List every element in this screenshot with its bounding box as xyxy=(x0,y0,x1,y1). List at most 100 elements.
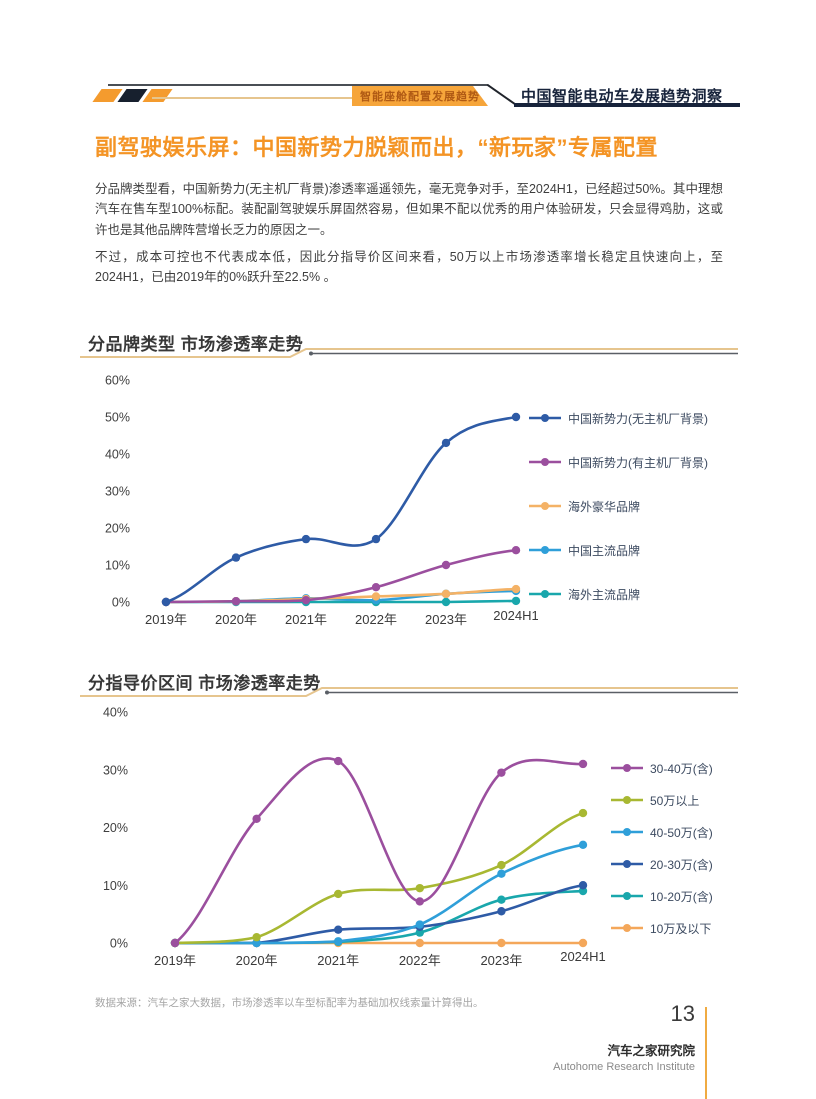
data-point xyxy=(497,938,506,948)
x-axis-tick-label: 2019年 xyxy=(145,612,187,627)
document-title: 中国智能电动车发展趋势洞察 xyxy=(521,88,723,105)
data-point xyxy=(415,938,424,948)
data-point xyxy=(578,886,588,896)
data-point xyxy=(441,560,451,570)
legend-marker-icon xyxy=(529,590,561,598)
data-point xyxy=(497,907,506,916)
data-point xyxy=(578,881,588,890)
legend-label: 50万以上 xyxy=(650,793,700,808)
x-axis-tick-label: 2020年 xyxy=(236,953,278,968)
legend-item: 海外主流品牌 xyxy=(528,585,708,603)
chart2-legend: 30-40万(含) 50万以上 40-50万(含) 20-30万(含) 10-20万(含… xyxy=(610,759,713,937)
legend-item: 中国新势力(无主机厂背景) xyxy=(528,409,708,427)
chart2-title: 分指导价区间 市场渗透率走势 xyxy=(88,674,321,693)
footer-block: 13 汽车之家研究院 Autohome Research Institute xyxy=(553,1001,695,1073)
y-axis-tick-label: 0% xyxy=(112,596,130,610)
data-point xyxy=(301,534,311,544)
series-line xyxy=(173,883,585,945)
data-point xyxy=(497,869,506,878)
data-point xyxy=(334,925,343,934)
data-point xyxy=(497,860,506,870)
y-axis-tick-label: 40% xyxy=(103,706,128,720)
legend-marker-icon xyxy=(529,502,561,510)
document-title-underline xyxy=(514,103,740,107)
data-point xyxy=(497,768,506,777)
x-axis-tick-label: 2020年 xyxy=(215,612,257,627)
legend-label: 中国新势力(无主机厂背景) xyxy=(568,411,708,426)
page-number: 13 xyxy=(670,1001,695,1026)
legend-item: 中国新势力(有主机厂背景) xyxy=(528,453,708,471)
series-line xyxy=(173,757,585,945)
slash-decoration-icon xyxy=(142,89,173,102)
data-point xyxy=(371,583,381,592)
data-point xyxy=(415,920,424,929)
data-point xyxy=(334,756,343,766)
y-axis-tick-label: 10% xyxy=(105,559,130,573)
y-axis-tick-label: 30% xyxy=(105,485,130,499)
y-axis-tick-label: 50% xyxy=(105,411,130,425)
x-axis-tick-label: 2021年 xyxy=(285,612,327,627)
header-diagonal-divider xyxy=(486,84,518,107)
x-axis-tick-label: 2021年 xyxy=(317,953,359,968)
line-chart-canvas: 0% 10% 20% 30% 40% 2019年 2020年 2021年 2022年 2023年 2… xyxy=(103,706,606,969)
legend-item: 40-50万(含) xyxy=(610,823,713,841)
legend-marker-icon xyxy=(611,860,643,868)
x-axis-tick-label: 2023年 xyxy=(425,612,467,627)
data-point xyxy=(415,928,424,937)
data-point xyxy=(415,897,424,906)
footer-accent-rule xyxy=(705,1007,707,1099)
data-point xyxy=(511,596,521,606)
body-paragraph: 不过，成本可控也不代表成本低，因此分指导价区间来看，50万以上市场渗透率增长稳定… xyxy=(95,250,723,285)
data-point xyxy=(578,938,588,948)
header-rule-tan xyxy=(152,97,352,99)
legend-marker-icon xyxy=(611,828,643,836)
y-axis-tick-label: 30% xyxy=(103,763,128,777)
data-point xyxy=(441,589,451,599)
section-badge: 智能座舱配置发展趋势 xyxy=(352,86,488,106)
body-paragraph: 分品牌类型看，中国新势力(无主机厂背景)渗透率遥遥领先，毫无竞争对手，至2024… xyxy=(95,182,723,237)
legend-item: 50万以上 xyxy=(610,791,713,809)
data-point xyxy=(415,883,424,893)
data-point xyxy=(334,889,343,899)
data-point xyxy=(252,814,261,824)
legend-label: 中国主流品牌 xyxy=(568,543,641,558)
chart1-legend: 中国新势力(无主机厂背景) 中国新势力(有主机厂背景) 海外豪华品牌 中国主流品牌海外… xyxy=(528,409,708,603)
series-line xyxy=(173,811,585,945)
data-point xyxy=(578,840,588,850)
series-line xyxy=(173,843,585,945)
data-point xyxy=(231,553,241,562)
x-axis-tick-label: 2019年 xyxy=(154,953,196,968)
data-point xyxy=(511,584,521,594)
data-point xyxy=(334,937,343,946)
data-point xyxy=(161,597,171,607)
data-point xyxy=(252,933,261,942)
legend-marker-icon xyxy=(529,458,561,466)
legend-item: 30-40万(含) xyxy=(610,759,713,777)
section-title-rule xyxy=(80,348,738,358)
org-name-en: Autohome Research Institute xyxy=(553,1061,695,1073)
data-point xyxy=(511,546,521,555)
legend-label: 10万及以下 xyxy=(650,921,712,936)
page-title: 副驾驶娱乐屏：中国新势力脱颖而出，“新玩家”专属配置 xyxy=(95,135,659,160)
legend-item: 20-30万(含) xyxy=(610,855,713,873)
legend-item: 海外豪华品牌 xyxy=(528,497,708,515)
section-title-rule xyxy=(80,687,738,697)
data-point xyxy=(578,759,588,769)
data-point xyxy=(371,592,381,601)
data-point xyxy=(170,938,180,948)
y-axis-tick-label: 60% xyxy=(105,374,130,388)
legend-marker-icon xyxy=(611,796,643,804)
y-axis-tick-label: 20% xyxy=(105,522,130,536)
data-point xyxy=(497,895,506,904)
x-axis-tick-label: 2022年 xyxy=(355,612,397,627)
legend-label: 中国新势力(有主机厂背景) xyxy=(568,455,708,470)
y-axis-tick-label: 20% xyxy=(103,821,128,835)
chart1-title: 分品牌类型 市场渗透率走势 xyxy=(88,335,304,354)
legend-item: 10-20万(含) xyxy=(610,887,713,905)
x-axis-tick-label: 2022年 xyxy=(399,953,441,968)
legend-marker-icon xyxy=(529,546,561,554)
legend-label: 海外豪华品牌 xyxy=(568,499,641,514)
legend-item: 10万及以下 xyxy=(610,919,713,937)
data-source-note: 数据来源：汽车之家大数据，市场渗透率以车型标配率为基础加权线索量计算得出。 xyxy=(95,997,484,1009)
